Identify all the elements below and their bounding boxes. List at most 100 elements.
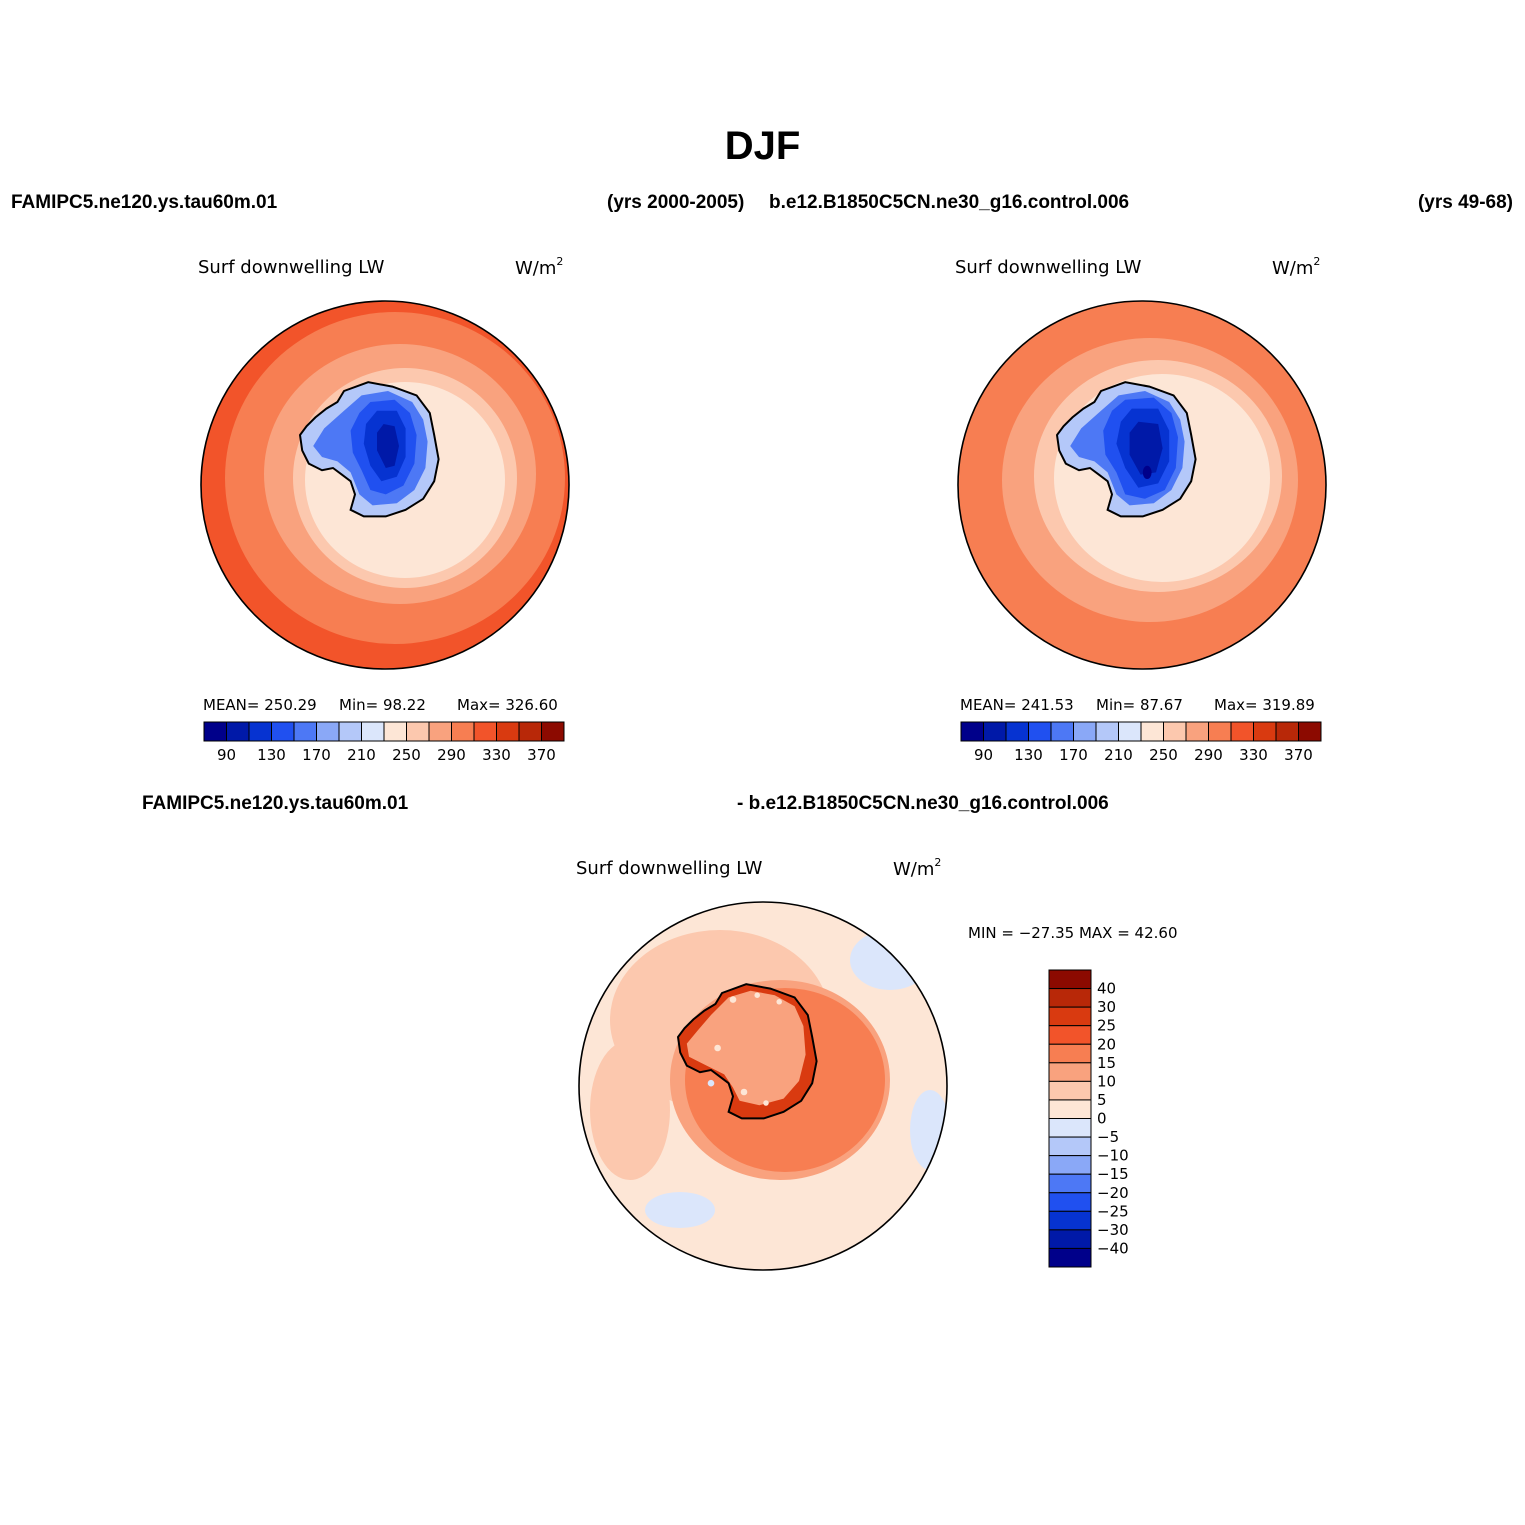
right-variable-label: Surf downwelling LW <box>955 257 1142 278</box>
colorbar-swatch <box>316 721 340 742</box>
colorbar-tick-label: 130 <box>1014 746 1043 764</box>
right-min-stat: Min= 87.67 <box>1096 696 1183 714</box>
diff-colorbar-swatch <box>1048 1210 1092 1231</box>
diff-colorbar-tick-label: 25 <box>1097 1017 1116 1035</box>
colorbar-tick-label: 210 <box>347 746 376 764</box>
colorbar-tick-label: 370 <box>527 746 556 764</box>
diff-minmax-stat: MIN = −27.35 MAX = 42.60 <box>968 924 1178 942</box>
colorbar-swatch <box>1253 721 1277 742</box>
colorbar-swatch <box>271 721 295 742</box>
colorbar-swatch <box>518 721 542 742</box>
colorbar-tick-label: 90 <box>974 746 993 764</box>
colorbar-swatch <box>226 721 250 742</box>
diff-colorbar-tick-label: 40 <box>1097 980 1116 998</box>
colorbar-swatch <box>1073 721 1097 742</box>
diff-colorbar-swatch <box>1048 1173 1092 1194</box>
colorbar-tick-label: 130 <box>257 746 286 764</box>
diff-colorbar-swatch <box>1048 1155 1092 1175</box>
diff-map <box>578 901 948 1271</box>
colorbar-swatch <box>1163 721 1187 742</box>
diff-colorbar-swatch <box>1048 1025 1092 1045</box>
right-mean-stat: MEAN= 241.53 <box>960 696 1074 714</box>
colorbar-swatch <box>451 721 475 742</box>
diff-colorbar-tick-label: −20 <box>1097 1184 1129 1202</box>
diff-colorbar-tick-label: −15 <box>1097 1165 1129 1183</box>
colorbar-tick-label: 330 <box>1239 746 1268 764</box>
colorbar-swatch <box>293 721 317 742</box>
diff-colorbar-tick-label: 0 <box>1097 1110 1107 1128</box>
colorbar-swatch <box>361 721 385 742</box>
colorbar-swatch <box>1118 721 1142 742</box>
diff-colorbar-swatch <box>1048 988 1092 1008</box>
colorbar-swatch <box>383 721 407 742</box>
colorbar-swatch <box>1230 721 1254 742</box>
diff-colorbar-tick-label: −40 <box>1097 1239 1129 1257</box>
right-colorbar: 90 130 170 210 250 290 330 370 <box>960 721 1322 764</box>
colorbar-swatch <box>1208 721 1232 742</box>
diff-colorbar-swatch <box>1048 1136 1092 1157</box>
case2-years: (yrs 49-68) <box>1417 192 1513 213</box>
colorbar-tick-label: 330 <box>482 746 511 764</box>
right-units-label: W/m2 <box>1272 255 1321 279</box>
diff-colorbar-swatch <box>1048 1229 1092 1249</box>
colorbar-swatch <box>1050 721 1074 742</box>
left-map <box>200 300 570 670</box>
colorbar-swatch <box>406 721 430 742</box>
diff-colorbar-tick-label: −25 <box>1097 1202 1129 1220</box>
colorbar-swatch <box>1028 721 1052 742</box>
diff-colorbar-swatch <box>1048 1080 1092 1101</box>
colorbar-tick-label: 90 <box>217 746 236 764</box>
case2-name: b.e12.B1850C5CN.ne30_g16.control.006 <box>769 192 1130 213</box>
diff-colorbar-swatch <box>1048 1006 1092 1027</box>
colorbar-swatch <box>1275 721 1299 742</box>
colorbar-swatch <box>496 721 520 742</box>
colorbar-swatch <box>541 721 565 742</box>
diff-colorbar-swatch <box>1048 1062 1092 1082</box>
diff-units-label: W/m2 <box>893 856 942 880</box>
diff-colorbar-tick-label: 5 <box>1097 1091 1107 1109</box>
colorbar-tick-label: 170 <box>1059 746 1088 764</box>
colorbar-tick-label: 250 <box>1149 746 1178 764</box>
diff-colorbar-swatch <box>1048 1043 1092 1064</box>
diff-colorbar-swatch <box>1048 1118 1092 1138</box>
colorbar-swatch <box>1095 721 1119 742</box>
diff-colorbar-swatch <box>1048 1247 1092 1268</box>
diff-case1-name: FAMIPC5.ne120.ys.tau60m.01 <box>142 793 409 814</box>
left-colorbar: 90 130 170 210 250 290 330 370 <box>203 721 565 764</box>
colorbar-swatch <box>1005 721 1029 742</box>
colorbar-tick-label: 370 <box>1284 746 1313 764</box>
case1-years: (yrs 2000-2005) <box>607 192 745 213</box>
diff-colorbar-tick-label: 30 <box>1097 998 1116 1016</box>
diff-colorbar-swatch <box>1048 969 1092 990</box>
colorbar-swatch <box>428 721 452 742</box>
colorbar-swatch <box>1185 721 1209 742</box>
diff-colorbar-tick-label: −10 <box>1097 1147 1129 1165</box>
left-units-label: W/m2 <box>515 255 564 279</box>
colorbar-swatch <box>960 721 984 742</box>
colorbar-tick-label: 210 <box>1104 746 1133 764</box>
colorbar-swatch <box>248 721 272 742</box>
colorbar-swatch <box>983 721 1007 742</box>
diff-case2-name: - b.e12.B1850C5CN.ne30_g16.control.006 <box>737 793 1109 814</box>
colorbar-tick-label: 170 <box>302 746 331 764</box>
colorbar-swatch <box>338 721 362 742</box>
colorbar-swatch <box>1140 721 1164 742</box>
colorbar-tick-label: 290 <box>437 746 466 764</box>
diff-variable-label: Surf downwelling LW <box>576 858 763 879</box>
case1-name: FAMIPC5.ne120.ys.tau60m.01 <box>11 192 278 213</box>
diff-colorbar-swatch <box>1048 1192 1092 1212</box>
right-map <box>957 300 1327 670</box>
colorbar-tick-label: 290 <box>1194 746 1223 764</box>
diff-colorbar-tick-label: 20 <box>1097 1035 1116 1053</box>
left-max-stat: Max= 326.60 <box>457 696 558 714</box>
figure-title: DJF <box>724 124 801 168</box>
colorbar-swatch <box>1298 721 1322 742</box>
left-variable-label: Surf downwelling LW <box>198 257 385 278</box>
diff-colorbar-tick-label: 15 <box>1097 1054 1116 1072</box>
left-mean-stat: MEAN= 250.29 <box>203 696 317 714</box>
diff-colorbar-tick-label: −30 <box>1097 1221 1129 1239</box>
colorbar-swatch <box>473 721 497 742</box>
left-min-stat: Min= 98.22 <box>339 696 426 714</box>
